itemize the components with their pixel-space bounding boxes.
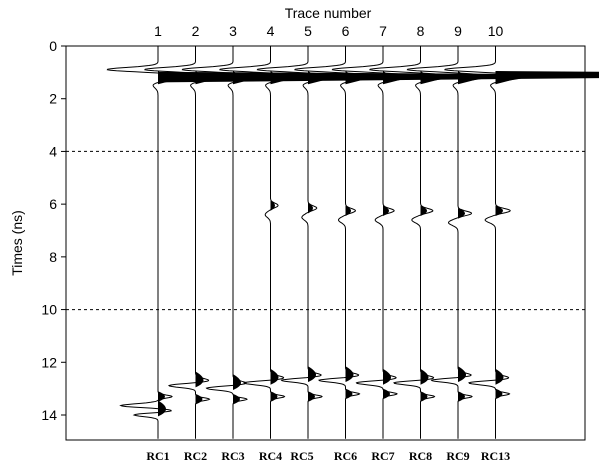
second-reflection-fill <box>233 393 240 405</box>
trace-line <box>294 46 376 439</box>
rc-label: RC1 <box>146 449 169 463</box>
y-tick-label: 6 <box>49 196 57 212</box>
second-reflection-fill <box>308 391 315 402</box>
rc-label: RC2 <box>184 449 207 463</box>
y-tick-label: 10 <box>41 302 57 318</box>
reflection-fill <box>270 200 275 211</box>
second-reflection-fill <box>195 393 203 405</box>
rc-label: RC6 <box>334 449 357 463</box>
rc-label: RC13 <box>481 449 510 463</box>
trace-line <box>406 46 488 439</box>
trace-number-label: 3 <box>229 23 237 39</box>
rc-label: RC5 <box>290 449 313 463</box>
grid <box>66 150 585 311</box>
y-tick-label: 14 <box>41 407 57 423</box>
trace-line <box>181 46 263 439</box>
late-reflection-fill <box>458 366 466 383</box>
y-tick-label: 4 <box>49 143 57 159</box>
reflection-fill <box>495 205 503 217</box>
reflection-fill <box>420 205 427 217</box>
trace-number-labels: 1 2 3 4 5 6 7 8 9 10 <box>154 23 503 39</box>
trace-line <box>444 46 526 439</box>
y-axis-label: Times (ns) <box>9 210 25 276</box>
rc-label: RC3 <box>221 449 244 463</box>
trace-line <box>219 46 301 439</box>
late-reflection-fill <box>495 368 504 385</box>
y-tick-label: 2 <box>49 91 57 107</box>
trace-line <box>256 46 338 439</box>
late-reflection-fill <box>158 400 166 417</box>
trace-number-label: 8 <box>417 23 425 39</box>
reflection-fill <box>308 202 313 214</box>
late-reflection-fill <box>308 366 316 383</box>
y-axis: 0 2 4 6 8 10 12 14 <box>41 38 66 423</box>
second-reflection-fill <box>495 388 503 400</box>
second-reflection-fill <box>345 388 353 400</box>
trace-line <box>144 46 226 439</box>
trace-number-label: 5 <box>304 23 312 39</box>
rc-label: RC4 <box>259 449 282 463</box>
rc-label: RC9 <box>446 449 469 463</box>
rc-label: RC8 <box>409 449 432 463</box>
late-reflection-fill <box>233 374 241 390</box>
late-reflection-fill <box>383 368 391 385</box>
trace-number-label: 9 <box>454 23 462 39</box>
late-reflection-fill <box>270 368 279 385</box>
second-reflection-fill <box>420 391 428 402</box>
second-reflection-fill <box>158 391 165 402</box>
second-reflection-fill <box>270 391 278 402</box>
late-reflection-fill <box>420 368 429 385</box>
chart-title: Trace number <box>285 5 372 21</box>
late-reflection-fill <box>345 366 354 383</box>
reflection-fill <box>458 208 465 219</box>
second-reflection-fill <box>383 388 390 400</box>
trace-number-label: 7 <box>379 23 387 39</box>
plot-frame <box>65 45 586 441</box>
traces <box>106 46 599 439</box>
reflection-fill <box>345 205 351 217</box>
rc-labels: RC1 RC2 RC3 RC4 RC5 RC6 RC7 RC8 RC9 RC13 <box>146 449 510 463</box>
y-tick-label: 8 <box>49 249 57 265</box>
trace-line <box>331 46 413 439</box>
reflection-fill <box>383 205 389 217</box>
direct-wave-band <box>158 71 599 83</box>
second-reflection-fill <box>458 391 465 402</box>
late-reflection-fill <box>195 371 204 388</box>
y-tick-label: 0 <box>49 38 57 54</box>
trace-number-label: 2 <box>192 23 200 39</box>
trace-number-label: 4 <box>267 23 275 39</box>
trace-number-label: 10 <box>488 23 504 39</box>
rc-label: RC7 <box>371 449 394 463</box>
trace-line <box>106 46 188 439</box>
trace-number-label: 6 <box>342 23 350 39</box>
y-tick-label: 12 <box>41 354 57 370</box>
trace-number-label: 1 <box>154 23 162 39</box>
